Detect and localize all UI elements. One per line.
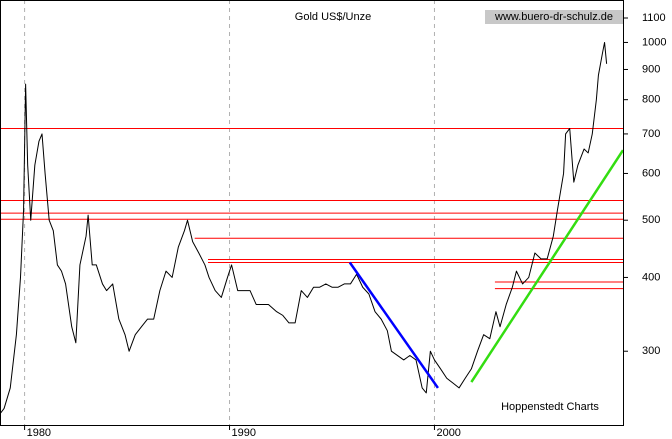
y-tick-label: 1100 xyxy=(642,12,666,24)
y-tick-label: 1000 xyxy=(642,36,666,48)
x-tick-label: 2000 xyxy=(436,427,460,439)
credit-label: Hoppenstedt Charts xyxy=(501,401,599,413)
trend-line xyxy=(470,149,625,383)
y-tick-label: 700 xyxy=(642,128,660,140)
price-line xyxy=(0,41,608,415)
y-tick-label: 900 xyxy=(642,63,660,75)
chart-title: Gold US$/Unze xyxy=(295,11,371,23)
x-tick-label: 1990 xyxy=(232,427,256,439)
y-tick-label: 500 xyxy=(642,214,660,226)
y-tick-label: 400 xyxy=(642,271,660,283)
x-tick-label: 1980 xyxy=(27,427,51,439)
y-tick-label: 600 xyxy=(642,167,660,179)
source-label: www.buero-dr-schulz.de xyxy=(494,11,613,23)
plot-frame xyxy=(0,0,624,426)
y-tick-label: 800 xyxy=(642,94,660,106)
trend-line xyxy=(348,261,439,389)
y-tick-label: 300 xyxy=(642,345,660,357)
source-box xyxy=(485,10,624,24)
